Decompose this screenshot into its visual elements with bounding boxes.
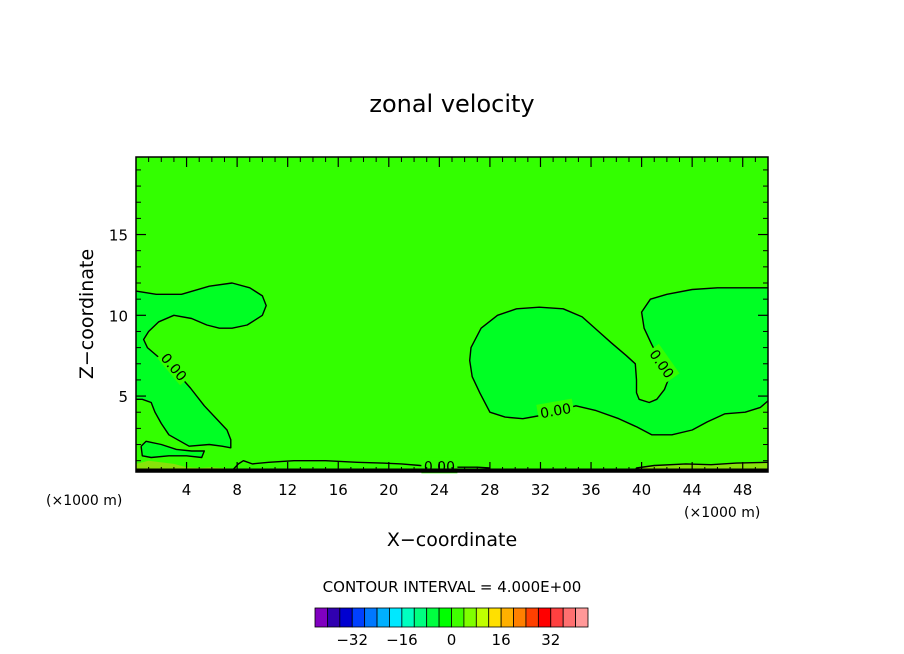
contour-label-background (645, 343, 680, 383)
x-tick-label: 28 (480, 481, 499, 499)
colorbar-cell (451, 607, 465, 628)
x-tick-label: 24 (430, 481, 449, 499)
x-tick-label: 4 (182, 481, 192, 499)
plot-area: 0.000.000.000.00 (135, 156, 769, 475)
colorbar-cells (314, 607, 589, 628)
colorbar-tick-label: 0 (447, 631, 457, 649)
colorbar-cell (413, 607, 428, 628)
colorbar-cell (575, 607, 589, 628)
y-tick-label: 10 (109, 307, 128, 325)
x-tick-label: 32 (531, 481, 550, 499)
x-tick-label: 40 (632, 481, 651, 499)
bottom-left-negative-strip (141, 441, 205, 458)
chart-title: zonal velocity (369, 90, 534, 118)
colorbar-cell (327, 607, 341, 628)
colorbar-cell (339, 607, 353, 628)
x-axis-title: X−coordinate (387, 529, 517, 551)
x-tick-label: 12 (278, 481, 297, 499)
x-unit-label-right: (×1000 m) (684, 505, 760, 521)
contour-label-background (156, 347, 193, 386)
y-tick-label: 5 (118, 388, 128, 406)
colorbar-cell (389, 607, 403, 628)
y-tick-labels: 5 10 15 (109, 227, 128, 407)
colorbar-tick-label: 16 (492, 631, 511, 649)
colorbar-cell (401, 607, 415, 628)
colorbar-cell (438, 607, 452, 628)
colorbar: −32 −16 0 16 32 (314, 607, 589, 649)
contour-zero-bottom-right (633, 461, 769, 473)
colorbar-cell (351, 607, 366, 628)
colorbar-cell (376, 607, 390, 628)
contour-label: 0.00 (539, 401, 572, 422)
axis-ticks (136, 157, 768, 472)
contour-interval-text: CONTOUR INTERVAL = 4.000E+00 (323, 578, 582, 596)
colorbar-cell (475, 607, 490, 628)
contour-label-group: 0.00 (536, 398, 575, 422)
x-tick-label: 48 (733, 481, 752, 499)
colorbar-labels: −32 −16 0 16 32 (336, 631, 560, 649)
colorbar-tick-label: −16 (386, 631, 418, 649)
colorbar-tick-label: 32 (541, 631, 560, 649)
y-tick-label: 15 (109, 227, 128, 245)
left-negative-region (136, 283, 267, 448)
x-tick-label: 20 (379, 481, 398, 499)
colorbar-cell (364, 607, 378, 628)
colorbar-cell (500, 607, 514, 628)
x-tick-labels: 4 8 12 16 20 24 28 32 36 40 44 48 (182, 481, 752, 499)
x-unit-label-left: (×1000 m) (46, 493, 122, 509)
x-tick-label: 16 (329, 481, 348, 499)
colorbar-tick-label: −32 (336, 631, 368, 649)
colorbar-cell (562, 607, 576, 628)
y-axis-title: Z−coordinate (76, 249, 98, 379)
contour-label-background (536, 398, 575, 421)
contour-zero-left (135, 282, 267, 449)
central-negative-region (469, 287, 768, 435)
x-tick-label: 36 (581, 481, 600, 499)
contour-zero-bottom-left (140, 440, 206, 459)
colorbar-cell (550, 607, 564, 628)
colorbar-cell (314, 607, 328, 628)
colorbar-cell (426, 607, 440, 628)
x-tick-label: 8 (232, 481, 242, 499)
colorbar-cell (513, 607, 527, 628)
colorbar-cell (463, 607, 477, 628)
x-tick-label: 44 (683, 481, 702, 499)
colorbar-cell (525, 607, 539, 628)
colorbar-cell (537, 607, 552, 628)
colorbar-cell (488, 607, 502, 628)
